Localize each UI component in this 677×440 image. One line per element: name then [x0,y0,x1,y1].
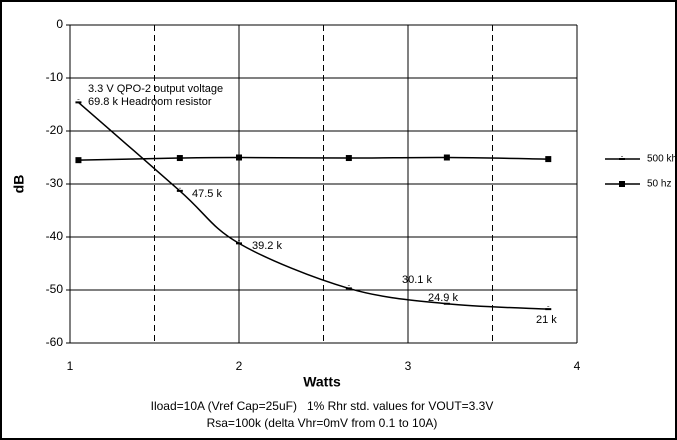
marker [176,187,183,192]
marker [545,306,552,311]
series-line [78,156,549,161]
x-tick-label: 2 [236,359,243,373]
y-tick-label: -30 [46,176,64,190]
annotation: 24.9 k [428,292,458,304]
y-axis-label: dB [11,175,27,194]
marker [75,157,82,164]
footnote: Iload=10A (Vref Cap=25uF) 1% Rhr std. va… [151,399,494,413]
x-axis-label: Watts [303,374,341,390]
marker [345,285,352,290]
annotation: 47.5 k [192,188,222,200]
y-tick-label: 0 [56,17,63,31]
legend-label: 500 khz [647,154,677,165]
marker [619,156,625,160]
marker [545,156,552,163]
y-tick-label: -50 [46,282,64,296]
marker [443,154,450,161]
annotation: 30.1 k [402,274,432,286]
marker [236,154,242,161]
marker [619,181,625,187]
y-tick-label: -40 [46,229,64,243]
y-tick-label: -20 [46,123,64,137]
annotation: 21 k [536,314,557,326]
marker [443,300,450,305]
annotation: 3.3 V QPO-2 output voltage [88,83,223,95]
marker [236,240,242,245]
y-tick-label: -60 [46,335,64,349]
footnote: Rsa=100k (delta Vhr=0mV from 0.1 to 10A) [207,416,438,430]
legend-label: 50 hz [647,179,671,190]
y-tick-label: -10 [46,70,64,84]
annotation: 39.2 k [252,240,282,252]
annotation: 69.8 k Headroom resistor [88,96,212,108]
x-tick-label: 4 [574,359,581,373]
series-line [77,101,549,310]
marker [176,155,183,162]
x-tick-label: 3 [405,359,412,373]
marker [345,155,352,162]
x-tick-label: 1 [67,359,74,373]
marker [75,99,82,104]
